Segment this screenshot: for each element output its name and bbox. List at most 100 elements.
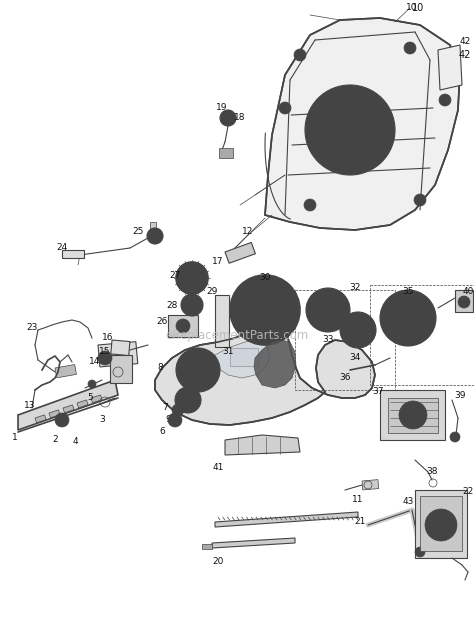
Circle shape [307,202,313,208]
Circle shape [316,298,340,322]
Text: 20: 20 [212,557,224,567]
Text: 27: 27 [169,271,181,279]
Bar [230,348,258,366]
Text: 8: 8 [157,363,163,373]
Circle shape [399,401,427,429]
Circle shape [407,45,413,51]
Circle shape [297,52,303,58]
Text: 39: 39 [454,391,466,399]
Bar [370,285,474,385]
Circle shape [176,348,220,392]
Circle shape [147,228,163,244]
Text: 31: 31 [222,348,234,356]
Bar [62,250,84,258]
Circle shape [401,311,415,325]
Text: 10: 10 [406,4,418,12]
Circle shape [450,432,460,442]
Text: 35: 35 [402,287,414,297]
Bar [215,295,229,347]
Text: 2: 2 [52,435,58,445]
Circle shape [332,112,368,148]
Circle shape [88,380,96,388]
Circle shape [304,199,316,211]
Circle shape [257,302,273,318]
Polygon shape [18,380,118,430]
Bar [455,290,473,312]
Text: 43: 43 [402,498,414,506]
Circle shape [417,197,423,203]
Polygon shape [215,512,358,527]
Text: 1: 1 [12,434,18,442]
Circle shape [55,413,69,427]
Text: 23: 23 [27,323,38,333]
Circle shape [98,351,112,365]
Circle shape [305,85,395,175]
Polygon shape [265,18,460,230]
Polygon shape [212,538,295,548]
Text: 5: 5 [87,392,93,401]
Text: 18: 18 [234,113,246,123]
Bar [91,395,102,403]
Text: 14: 14 [89,358,100,366]
Text: 16: 16 [102,333,114,343]
Circle shape [181,294,203,316]
Bar [98,341,138,367]
Text: 6: 6 [159,427,165,437]
Circle shape [322,304,334,316]
Circle shape [187,300,197,310]
Text: 17: 17 [212,258,224,266]
Text: 3: 3 [99,415,105,424]
Circle shape [425,509,457,541]
Text: 37: 37 [372,388,384,396]
Bar [168,315,198,337]
Circle shape [439,94,451,106]
Bar [150,222,156,229]
Circle shape [279,102,291,114]
Circle shape [176,319,190,333]
Text: 10: 10 [412,3,424,13]
Circle shape [415,547,425,557]
Circle shape [442,97,448,103]
Text: 38: 38 [426,468,438,476]
Text: 25: 25 [132,228,144,236]
Text: 41: 41 [212,463,224,473]
Text: 4: 4 [72,437,78,447]
Circle shape [245,290,285,330]
Text: 11: 11 [352,496,364,504]
Circle shape [349,321,367,339]
Text: 13: 13 [24,401,36,409]
Circle shape [59,417,65,423]
Bar [55,364,76,378]
Bar [35,415,46,423]
Text: 40: 40 [462,287,474,297]
Text: eReplacementParts.com: eReplacementParts.com [165,328,309,341]
Text: 28: 28 [166,300,178,310]
Bar [388,398,438,433]
Text: 34: 34 [349,353,361,363]
Polygon shape [214,340,270,378]
Circle shape [220,110,236,126]
Text: 30: 30 [259,274,271,282]
Bar [362,480,379,490]
Bar [49,410,60,418]
Circle shape [168,413,182,427]
Polygon shape [155,310,375,425]
Bar [202,544,212,549]
Text: 7: 7 [162,404,168,412]
Text: 24: 24 [56,243,68,253]
Bar [380,390,445,440]
Bar [110,355,132,383]
Bar [225,243,255,263]
Text: 15: 15 [99,348,111,356]
Circle shape [230,275,300,345]
Bar [420,496,462,551]
Circle shape [432,516,450,534]
Text: 36: 36 [339,373,351,383]
Circle shape [318,98,382,162]
Bar [77,400,88,408]
Circle shape [342,122,358,138]
Polygon shape [254,340,296,388]
Bar [111,340,130,356]
Circle shape [282,105,288,111]
Circle shape [392,302,424,334]
